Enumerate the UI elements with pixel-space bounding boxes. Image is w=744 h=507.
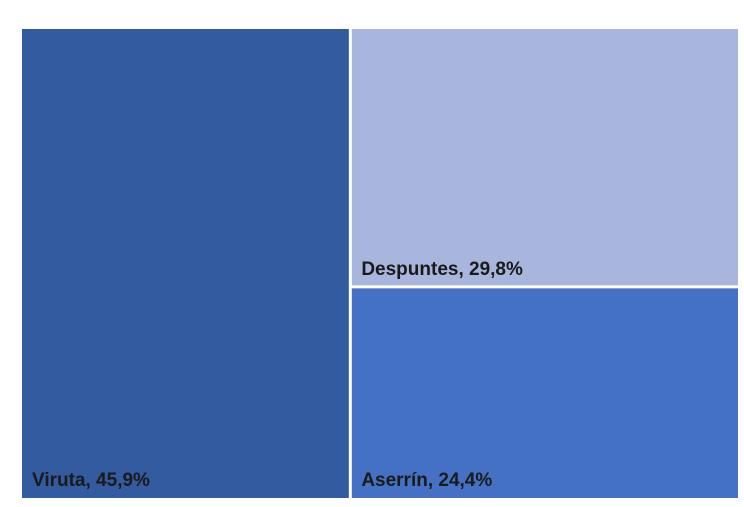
- treemap-label-despuntes: Despuntes, 29,8%: [361, 259, 523, 280]
- treemap-label-viruta: Viruta, 45,9%: [32, 470, 150, 491]
- treemap-tile-aserrin: [351, 288, 738, 498]
- treemap-tile-despuntes: [351, 29, 738, 286]
- treemap-label-aserrin: Aserrín, 24,4%: [361, 470, 492, 491]
- treemap-tile-viruta: [22, 29, 349, 498]
